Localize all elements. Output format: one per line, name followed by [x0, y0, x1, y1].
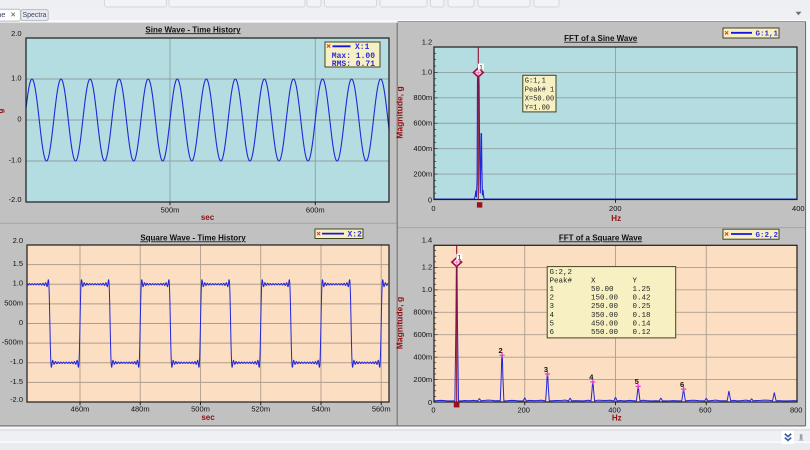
svg-text:Y=1.00: Y=1.00 — [525, 105, 550, 113]
svg-text:600m: 600m — [306, 206, 325, 215]
svg-text:Sine Wave - Time History: Sine Wave - Time History — [145, 25, 241, 34]
svg-text:Square Wave - Time History: Square Wave - Time History — [140, 233, 246, 242]
svg-text:Magnitude, g: Magnitude, g — [394, 86, 404, 138]
svg-text:1: 1 — [550, 286, 555, 294]
svg-text:-1.0: -1.0 — [10, 357, 23, 366]
svg-text:sec: sec — [201, 413, 215, 422]
svg-text:Peak# 1: Peak# 1 — [525, 87, 554, 95]
svg-text:500m: 500m — [161, 206, 180, 215]
svg-text:2.0: 2.0 — [11, 29, 21, 38]
svg-text:X: X — [591, 277, 596, 285]
svg-text:FFT of a Sine Wave: FFT of a Sine Wave — [564, 34, 638, 43]
svg-text:X=50.00: X=50.00 — [525, 96, 554, 104]
svg-text:-2.0: -2.0 — [10, 395, 23, 404]
svg-text:200: 200 — [517, 406, 530, 415]
svg-text:Peak#: Peak# — [550, 277, 573, 285]
svg-text:6: 6 — [680, 380, 684, 389]
svg-text:450.00: 450.00 — [591, 320, 619, 328]
svg-text:500m: 500m — [4, 298, 23, 307]
svg-text:400: 400 — [608, 406, 621, 415]
svg-text:1.0: 1.0 — [11, 73, 21, 82]
svg-text:Hz: Hz — [611, 214, 621, 223]
svg-text:-1.5: -1.5 — [10, 377, 23, 386]
svg-text:-1.0: -1.0 — [9, 155, 22, 164]
svg-text:2: 2 — [499, 346, 503, 355]
svg-text:0: 0 — [19, 318, 23, 327]
svg-text:480m: 480m — [131, 405, 150, 414]
svg-text:0.14: 0.14 — [633, 320, 652, 328]
svg-text:200m: 200m — [413, 375, 432, 384]
svg-text:500m: 500m — [191, 405, 210, 414]
svg-text:Magnitude, g: Magnitude, g — [394, 297, 404, 349]
svg-text:400: 400 — [792, 204, 805, 213]
svg-text:800m: 800m — [413, 93, 432, 102]
svg-text:1.2: 1.2 — [422, 263, 432, 272]
svg-text:1.5: 1.5 — [13, 259, 23, 268]
svg-text:-500m: -500m — [2, 338, 23, 347]
svg-text:1.25: 1.25 — [633, 286, 652, 294]
svg-text:1: 1 — [479, 64, 483, 71]
svg-text:2.0: 2.0 — [13, 236, 23, 245]
svg-text:0.42: 0.42 — [633, 295, 651, 303]
svg-text:1.0: 1.0 — [422, 285, 432, 294]
svg-text:600m: 600m — [413, 330, 432, 339]
svg-text:1.0: 1.0 — [422, 68, 432, 77]
svg-text:0: 0 — [431, 204, 435, 213]
svg-text:4: 4 — [589, 373, 594, 382]
svg-text:3: 3 — [550, 303, 555, 311]
svg-text:Time: Time — [0, 10, 5, 19]
svg-text:Spectra: Spectra — [22, 12, 46, 19]
svg-text:sec: sec — [201, 213, 215, 222]
svg-text:800m: 800m — [413, 308, 432, 317]
svg-text:0.25: 0.25 — [633, 303, 652, 311]
svg-text:g: g — [0, 108, 5, 113]
svg-text:3: 3 — [544, 365, 548, 374]
svg-text:6: 6 — [550, 329, 555, 337]
svg-text:400m: 400m — [413, 144, 432, 153]
svg-text:FFT of a Square Wave: FFT of a Square Wave — [559, 233, 643, 242]
svg-text:150.00: 150.00 — [591, 295, 619, 303]
svg-text:1.2: 1.2 — [422, 37, 432, 46]
svg-text:Max: 1.00: Max: 1.00 — [332, 52, 375, 61]
svg-text:400m: 400m — [413, 352, 432, 361]
svg-text:550.00: 550.00 — [591, 329, 619, 337]
svg-text:Hz: Hz — [612, 414, 622, 423]
svg-text:X:1: X:1 — [355, 43, 370, 52]
svg-text:1: 1 — [458, 255, 462, 262]
svg-text:-2.0: -2.0 — [9, 195, 22, 204]
svg-text:250.00: 250.00 — [591, 303, 619, 311]
svg-text:G:2,2: G:2,2 — [756, 232, 779, 240]
svg-text:X:2: X:2 — [348, 231, 363, 240]
svg-text:5: 5 — [635, 377, 639, 386]
svg-text:0: 0 — [17, 114, 21, 123]
svg-text:200m: 200m — [413, 169, 432, 178]
svg-text:0.18: 0.18 — [633, 312, 651, 320]
svg-text:800: 800 — [790, 406, 803, 415]
svg-text:0: 0 — [428, 196, 432, 205]
svg-text:0: 0 — [428, 398, 432, 407]
svg-text:0.12: 0.12 — [633, 329, 651, 337]
svg-text:0: 0 — [431, 406, 435, 415]
svg-text:5: 5 — [550, 320, 555, 328]
svg-text:560m: 560m — [372, 405, 391, 414]
svg-text:Y: Y — [633, 277, 638, 285]
svg-text:350.00: 350.00 — [591, 312, 619, 320]
svg-text:460m: 460m — [71, 405, 90, 414]
svg-text:520m: 520m — [251, 405, 270, 414]
svg-text:200: 200 — [609, 204, 622, 213]
svg-text:1.0: 1.0 — [13, 279, 23, 288]
svg-text:G:1,1: G:1,1 — [525, 78, 546, 86]
svg-text:1.4: 1.4 — [422, 235, 432, 244]
svg-text:540m: 540m — [312, 405, 331, 414]
svg-text:G:1,1: G:1,1 — [756, 31, 779, 39]
svg-text:4: 4 — [550, 312, 555, 320]
svg-text:2: 2 — [550, 295, 555, 303]
svg-text:600m: 600m — [413, 119, 432, 128]
svg-text:×: × — [11, 9, 16, 19]
svg-text:600: 600 — [699, 406, 712, 415]
svg-text:RMS: 0.71: RMS: 0.71 — [332, 60, 375, 69]
svg-text:50.00: 50.00 — [591, 286, 614, 294]
svg-text:G:2,2: G:2,2 — [550, 269, 573, 277]
